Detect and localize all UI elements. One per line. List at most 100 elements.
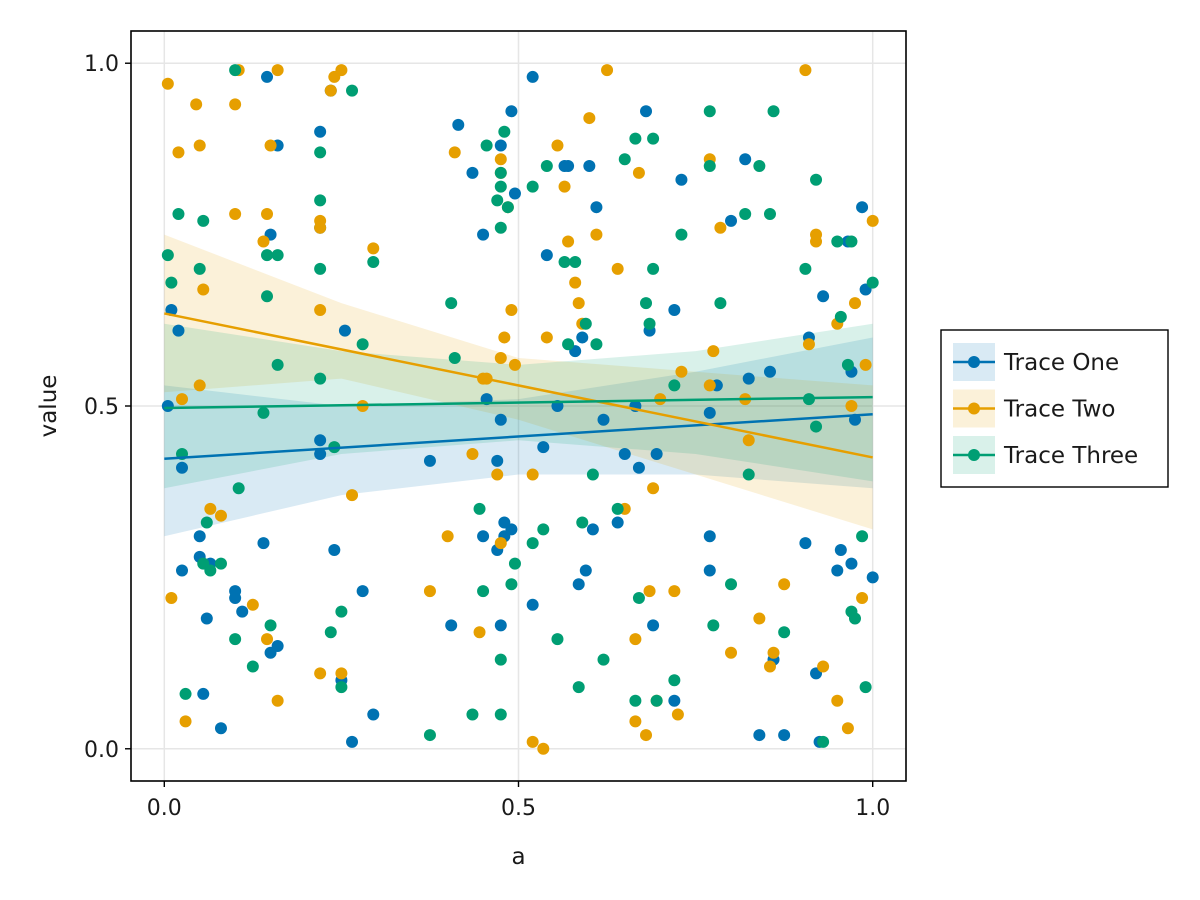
data-point: [232, 482, 245, 495]
data-point: [569, 256, 582, 269]
legend-swatch-marker: [968, 356, 980, 368]
data-point: [204, 564, 217, 577]
data-point: [505, 105, 518, 118]
data-point: [197, 283, 210, 296]
data-point: [817, 660, 830, 673]
data-point: [264, 646, 277, 659]
data-point: [841, 722, 854, 735]
data-point: [703, 564, 716, 577]
data-point: [261, 633, 274, 646]
data-point: [214, 722, 227, 735]
data-point: [261, 208, 274, 221]
data-point: [423, 585, 436, 598]
data-point: [494, 352, 507, 365]
data-point: [193, 530, 206, 543]
data-point: [799, 64, 812, 77]
data-point: [335, 64, 348, 77]
data-point: [618, 153, 631, 166]
data-point: [537, 742, 550, 755]
data-point: [817, 290, 830, 303]
x-axis-label: a: [511, 844, 525, 870]
data-point: [810, 420, 823, 433]
data-point: [526, 468, 539, 481]
data-point: [739, 153, 752, 166]
data-point: [590, 228, 603, 241]
data-point: [845, 400, 858, 412]
data-point: [335, 605, 348, 618]
data-point: [161, 77, 174, 90]
data-point: [264, 139, 277, 152]
data-point: [179, 715, 192, 728]
data-point: [579, 317, 592, 330]
data-point: [271, 694, 284, 707]
data-point: [193, 379, 206, 392]
data-point: [763, 365, 776, 378]
data-point: [466, 166, 479, 179]
data-point: [172, 208, 185, 221]
data-point: [494, 708, 507, 721]
data-point: [314, 304, 327, 317]
legend-label: Trace Three: [1003, 443, 1138, 469]
data-point: [778, 729, 791, 742]
data-point: [583, 160, 596, 173]
data-point: [859, 681, 872, 694]
data-point: [810, 228, 823, 241]
data-point: [647, 132, 660, 145]
data-point: [632, 166, 645, 179]
data-point: [632, 591, 645, 604]
data-point: [866, 276, 879, 289]
data-point: [778, 578, 791, 591]
data-point: [161, 400, 174, 412]
data-point: [572, 297, 585, 310]
data-point: [246, 598, 259, 611]
data-point: [540, 160, 553, 173]
data-point: [346, 489, 359, 502]
data-point: [537, 441, 550, 454]
data-point: [703, 379, 716, 392]
data-point: [261, 290, 274, 303]
data-point: [466, 708, 479, 721]
data-point: [763, 208, 776, 221]
data-point: [629, 132, 642, 145]
data-point: [540, 331, 553, 344]
data-point: [314, 667, 327, 680]
data-point: [640, 297, 653, 310]
data-point: [367, 708, 380, 721]
data-point: [845, 557, 858, 570]
data-point: [629, 694, 642, 707]
legend-label: Trace One: [1003, 350, 1119, 376]
data-point: [356, 585, 369, 598]
data-point: [856, 201, 869, 214]
data-point: [714, 297, 727, 310]
data-point: [675, 173, 688, 186]
data-point: [494, 413, 507, 426]
x-tick-label: 1.0: [855, 796, 890, 821]
data-point: [176, 461, 189, 474]
legend-label: Trace Two: [1003, 397, 1115, 423]
data-point: [165, 276, 178, 289]
data-point: [328, 543, 341, 556]
data-point: [314, 447, 327, 460]
data-point: [445, 619, 458, 632]
data-point: [675, 228, 688, 241]
data-point: [501, 201, 514, 214]
data-point: [632, 461, 645, 474]
data-point: [799, 262, 812, 275]
data-point: [668, 585, 681, 598]
data-point: [597, 413, 610, 426]
data-point: [558, 256, 571, 269]
data-point: [176, 564, 189, 577]
data-point: [742, 372, 755, 385]
data-point: [229, 585, 242, 598]
data-point: [165, 591, 178, 604]
data-point: [335, 681, 348, 694]
data-point: [526, 735, 539, 748]
data-point: [707, 619, 720, 632]
data-point: [494, 653, 507, 666]
data-point: [831, 235, 844, 248]
data-point: [179, 687, 192, 700]
data-point: [197, 687, 210, 700]
fit-line: [164, 395, 873, 410]
data-point: [314, 146, 327, 159]
